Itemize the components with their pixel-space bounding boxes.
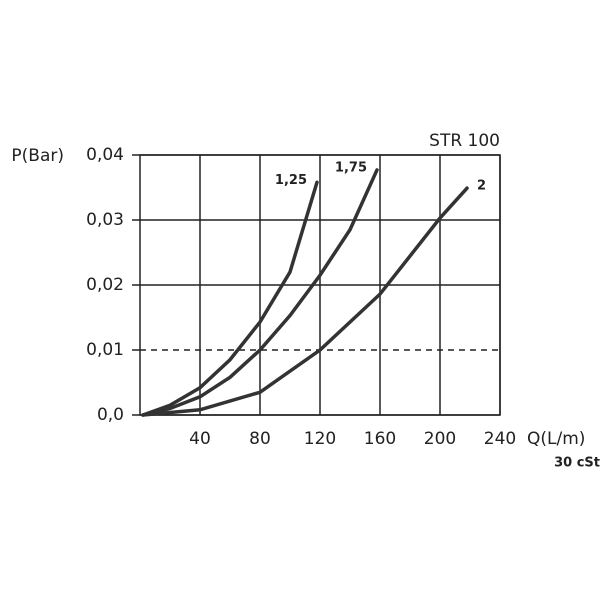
x-tick-label: 200 (424, 429, 456, 449)
x-tick-label: 120 (304, 429, 336, 449)
y-tick-label: 0,02 (86, 275, 124, 295)
y-tick-label: 0,03 (86, 210, 124, 230)
x-tick-label: 240 (484, 429, 516, 449)
chart-title: STR 100 (429, 131, 500, 151)
line-series (141, 186, 469, 417)
x-axis-label: Q(L/m) (527, 429, 585, 449)
series-label: 2 (477, 179, 486, 194)
series-label: 1,75 (335, 160, 367, 175)
y-tick-label: 0,04 (86, 145, 124, 165)
y-axis-label: P(Bar) (11, 146, 64, 166)
x-tick-label: 40 (189, 429, 211, 449)
x-tick-label: 160 (364, 429, 396, 449)
chart-subtitle: 30 cSt (554, 456, 600, 471)
x-tick-label: 80 (249, 429, 271, 449)
line-series (141, 180, 319, 417)
series-label: 1,25 (275, 173, 307, 188)
line-series (141, 168, 379, 417)
y-tick-label: 0,0 (97, 405, 124, 425)
y-tick-label: 0,01 (86, 340, 124, 360)
